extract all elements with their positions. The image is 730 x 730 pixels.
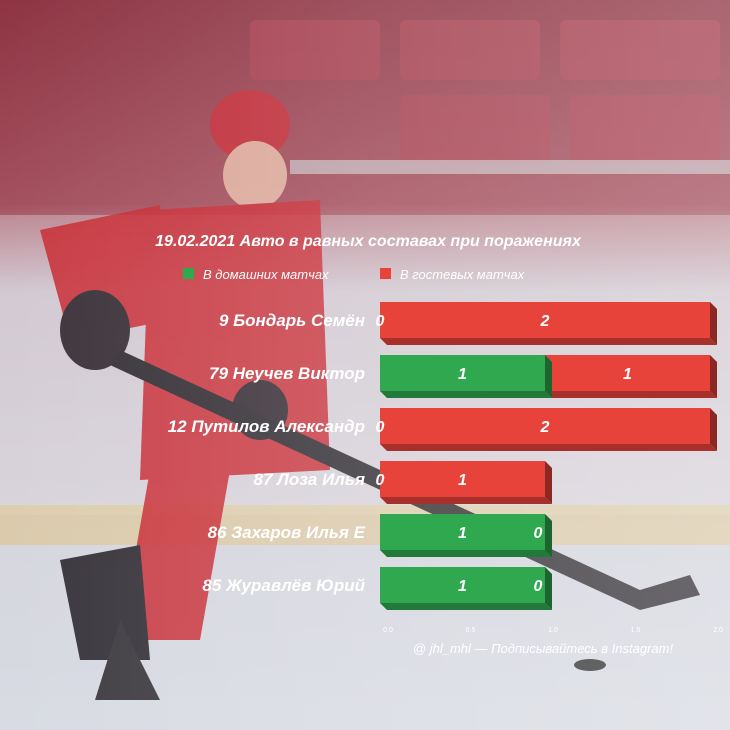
data-label-home: 1 bbox=[458, 525, 467, 542]
category-label: 9 Бондарь Семён bbox=[219, 311, 365, 330]
bar-home-shadow-side bbox=[545, 355, 552, 398]
category-label: 86 Захаров Илья Е bbox=[208, 523, 366, 542]
legend-home-label: В домашних матчах bbox=[203, 267, 329, 282]
bar-home bbox=[380, 355, 545, 391]
bar-home bbox=[380, 567, 545, 603]
bar-home-shadow-bottom bbox=[380, 550, 552, 557]
bar-row: 9 Бондарь Семён 0 2 bbox=[219, 302, 717, 345]
bar-row: 12 Путилов Александр 0 2 bbox=[168, 408, 717, 451]
bar-away-shadow-bottom bbox=[380, 497, 552, 504]
bar-row: 85 Журавлёв Юрий 1 0 bbox=[202, 567, 552, 610]
legend-away-label: В гостевых матчах bbox=[400, 267, 525, 282]
x-tick-label: 1.5 bbox=[631, 627, 641, 634]
data-label-home: 0 bbox=[376, 472, 385, 489]
data-label-home: 0 bbox=[376, 313, 385, 330]
bar-away-shadow-bottom bbox=[380, 338, 717, 345]
data-label-away: 0 bbox=[534, 578, 543, 595]
data-label-home: 1 bbox=[458, 578, 467, 595]
category-label: 79 Неучев Виктор bbox=[209, 364, 365, 383]
bar-away-shadow-side bbox=[710, 408, 717, 451]
category-label: 87 Лоза Илья bbox=[254, 470, 365, 489]
bar-away-shadow-bottom bbox=[380, 444, 717, 451]
bar-home-shadow-bottom bbox=[380, 603, 552, 610]
footer-credit: @ jhl_mhl — Подписывайтесь в Instagram! bbox=[413, 641, 674, 656]
bar-home-shadow-bottom bbox=[380, 391, 552, 398]
bar-home bbox=[380, 514, 545, 550]
data-label-away: 0 bbox=[534, 525, 543, 542]
bar-away bbox=[380, 302, 710, 338]
x-tick-label: 0.5 bbox=[466, 627, 476, 634]
bar-away bbox=[380, 461, 545, 497]
data-label-home: 1 bbox=[458, 366, 467, 383]
bar-row: 79 Неучев Виктор 1 1 bbox=[209, 355, 717, 398]
x-axis-ticks: 0.0 0.5 1.0 1.5 2.0 bbox=[383, 627, 723, 634]
bar-row: 87 Лоза Илья 0 1 bbox=[254, 461, 552, 504]
bar-away bbox=[380, 408, 710, 444]
legend-home-swatch bbox=[183, 268, 194, 279]
bar-home-shadow-side bbox=[545, 567, 552, 610]
bar-away-shadow-bottom bbox=[545, 391, 717, 398]
x-tick-label: 2.0 bbox=[713, 627, 723, 634]
data-label-away: 2 bbox=[540, 419, 550, 436]
bar-away bbox=[545, 355, 710, 391]
category-label: 85 Журавлёв Юрий bbox=[202, 576, 365, 595]
bar-row: 86 Захаров Илья Е 1 0 bbox=[208, 514, 552, 557]
data-label-home: 0 bbox=[376, 419, 385, 436]
legend-away-swatch bbox=[380, 268, 391, 279]
bar-away-shadow-side bbox=[710, 302, 717, 345]
x-tick-label: 1.0 bbox=[548, 627, 558, 634]
data-label-away: 1 bbox=[623, 366, 632, 383]
chart-title: 19.02.2021 Авто в равных составах при по… bbox=[155, 233, 582, 250]
bar-home-shadow-side bbox=[545, 514, 552, 557]
bar-rows: 9 Бондарь Семён 0 2 79 Неучев Виктор 1 1 12 Пу… bbox=[168, 302, 717, 610]
category-label: 12 Путилов Александр bbox=[168, 417, 365, 436]
bar-away-shadow-side bbox=[545, 461, 552, 504]
legend: В домашних матчах В гостевых матчах bbox=[183, 267, 525, 282]
bar-away-shadow-side bbox=[710, 355, 717, 398]
data-label-away: 2 bbox=[540, 313, 550, 330]
x-tick-label: 0.0 bbox=[383, 627, 393, 634]
data-label-away: 1 bbox=[458, 472, 467, 489]
